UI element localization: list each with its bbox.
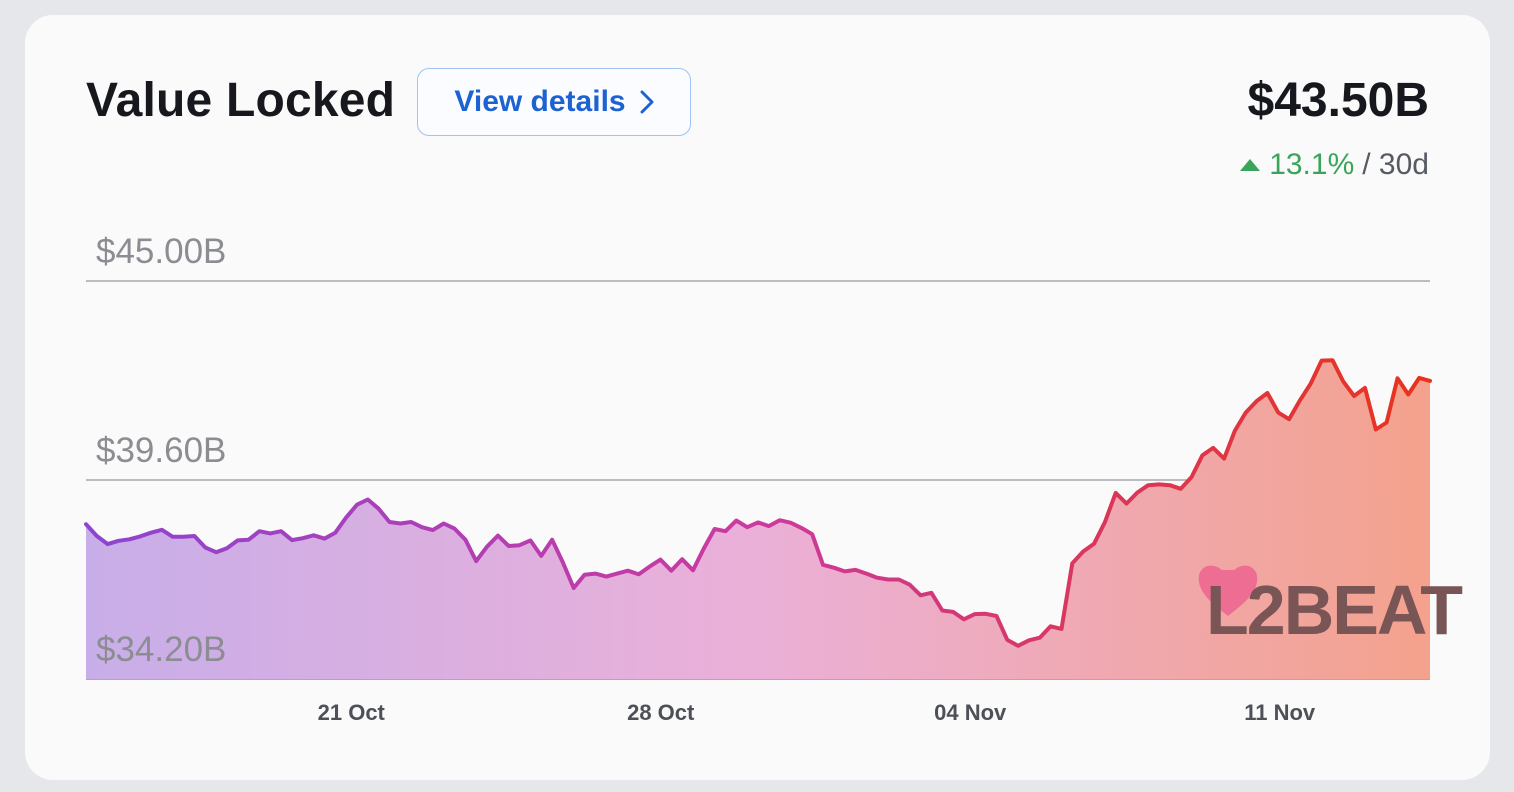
x-tick-label: 04 Nov — [934, 700, 1007, 725]
x-tick-label: 21 Oct — [318, 700, 386, 725]
total-value: $43.50B — [1247, 74, 1429, 127]
y-tick-label: $39.60B — [96, 431, 226, 470]
y-tick-label: $34.20B — [96, 630, 226, 669]
series-area — [86, 360, 1430, 679]
triangle-up-icon — [1240, 159, 1261, 171]
chevron-right-icon — [640, 90, 654, 114]
change-indicator: 13.1% / 30d — [1239, 148, 1429, 182]
y-axis-labels: $34.20B $39.60B $45.00B — [96, 232, 226, 669]
card-title: Value Locked — [86, 74, 396, 127]
series-line — [84, 358, 1432, 648]
x-tick-label: 11 Nov — [1244, 700, 1316, 725]
view-details-label: View details — [454, 85, 626, 118]
y-tick-label: $45.00B — [96, 232, 226, 271]
x-tick-label: 28 Oct — [627, 700, 695, 725]
x-axis-labels: 21 Oct 28 Oct 04 Nov 11 Nov — [318, 700, 1316, 725]
change-percent: 13.1% — [1269, 148, 1355, 181]
watermark-text: L2BEAT — [1206, 571, 1462, 649]
change-period: / 30d — [1362, 148, 1429, 181]
view-details-button[interactable]: View details — [417, 68, 691, 136]
l2beat-logo: L2BEAT — [1198, 565, 1464, 649]
